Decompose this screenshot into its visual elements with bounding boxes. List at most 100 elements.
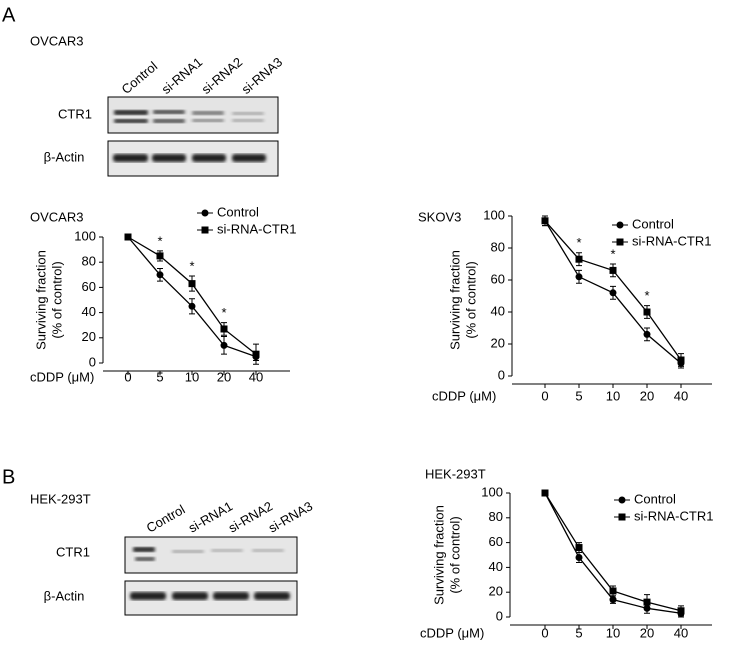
blot-lane-label: si-RNA3	[266, 498, 315, 535]
band	[213, 592, 249, 600]
band	[114, 110, 148, 115]
chart-title: SKOV3	[418, 209, 461, 224]
y-tick-label: 20	[491, 335, 505, 350]
blot-row-label: β-Actin	[44, 588, 85, 603]
legend-label: Control	[217, 204, 259, 219]
panel-label: A	[2, 4, 16, 26]
band	[192, 154, 226, 162]
y-axis-label: (% of control)	[463, 261, 478, 338]
x-tick-label: 10	[606, 625, 620, 640]
data-point	[618, 496, 626, 504]
data-point	[201, 226, 209, 234]
chart-title: OVCAR3	[30, 209, 83, 224]
y-axis-label: (% of control)	[447, 516, 462, 593]
y-tick-label: 40	[82, 304, 96, 319]
data-point	[156, 252, 164, 260]
band	[153, 110, 185, 114]
blot-lane-label: si-RNA2	[198, 54, 245, 97]
data-point	[220, 341, 228, 349]
y-tick-label: 20	[82, 329, 96, 344]
data-point	[541, 489, 549, 497]
band	[172, 592, 208, 600]
x-tick-label: 5	[575, 388, 582, 403]
data-point	[156, 271, 164, 279]
band	[133, 547, 155, 552]
x-tick-label: 20	[640, 388, 654, 403]
y-axis-label: Surviving fraction	[33, 250, 48, 350]
x-tick-label: 10	[185, 369, 199, 384]
y-tick-label: 100	[481, 484, 503, 499]
x-axis-label: cDDP (μM)	[432, 388, 496, 403]
data-point	[677, 356, 685, 364]
legend-label: Control	[632, 216, 674, 231]
band	[135, 557, 155, 561]
band	[254, 592, 290, 600]
data-point	[609, 289, 617, 297]
y-tick-label: 0	[89, 354, 96, 369]
blot-b	[124, 536, 298, 616]
data-point	[609, 596, 617, 604]
x-tick-label: 20	[640, 625, 654, 640]
data-point	[643, 598, 651, 606]
data-point	[609, 587, 617, 595]
y-tick-label: 60	[82, 279, 96, 294]
band	[252, 549, 284, 552]
band	[192, 119, 224, 122]
blot-lane-label: si-RNA2	[226, 498, 275, 535]
data-point	[575, 273, 583, 281]
band	[152, 154, 186, 162]
data-point	[575, 544, 583, 552]
x-tick-label: 0	[541, 388, 548, 403]
band	[153, 119, 185, 123]
y-tick-label: 60	[491, 271, 505, 286]
data-point	[643, 308, 651, 316]
blot-lane-label: Control	[118, 58, 160, 96]
band	[232, 112, 264, 115]
band	[232, 154, 266, 162]
y-tick-label: 80	[491, 239, 505, 254]
y-tick-label: 20	[489, 584, 503, 599]
chart-title: HEK-293T	[425, 466, 486, 481]
y-tick-label: 100	[483, 207, 505, 222]
data-point	[220, 325, 228, 333]
band	[232, 119, 264, 122]
band	[114, 119, 148, 123]
x-tick-label: 40	[674, 388, 688, 403]
x-tick-label: 5	[156, 369, 163, 384]
legend-label: si-RNA-CTR1	[632, 233, 711, 248]
x-tick-label: 5	[575, 625, 582, 640]
x-tick-label: 20	[217, 369, 231, 384]
data-point	[616, 238, 624, 246]
data-point	[201, 209, 209, 217]
y-tick-label: 60	[489, 534, 503, 549]
data-point	[609, 266, 617, 274]
data-point	[252, 350, 260, 358]
band	[192, 111, 224, 115]
y-tick-label: 80	[489, 509, 503, 524]
data-point	[677, 607, 685, 615]
y-axis-label: Surviving fraction	[447, 250, 462, 350]
x-tick-label: 0	[124, 369, 131, 384]
data-point	[616, 221, 624, 229]
blot-title: HEK-293T	[30, 491, 91, 506]
y-tick-label: 100	[74, 228, 96, 243]
x-tick-label: 40	[674, 625, 688, 640]
band	[130, 592, 166, 600]
y-axis-label: Surviving fraction	[431, 505, 446, 605]
significance-mark: *	[644, 288, 649, 303]
blot-row-label: CTR1	[56, 544, 90, 559]
data-point	[124, 233, 132, 241]
legend-label: si-RNA-CTR1	[634, 508, 713, 523]
y-tick-label: 40	[491, 303, 505, 318]
significance-mark: *	[221, 305, 226, 320]
series-line	[127, 236, 257, 355]
blot-row-label: β-Actin	[44, 149, 85, 164]
y-tick-label: 80	[82, 254, 96, 269]
x-tick-label: 10	[606, 388, 620, 403]
legend-label: Control	[634, 491, 676, 506]
y-axis-label: (% of control)	[49, 261, 64, 338]
y-tick-label: 0	[498, 367, 505, 382]
data-point	[575, 553, 583, 561]
blot-lane-label: si-RNA1	[158, 54, 205, 97]
